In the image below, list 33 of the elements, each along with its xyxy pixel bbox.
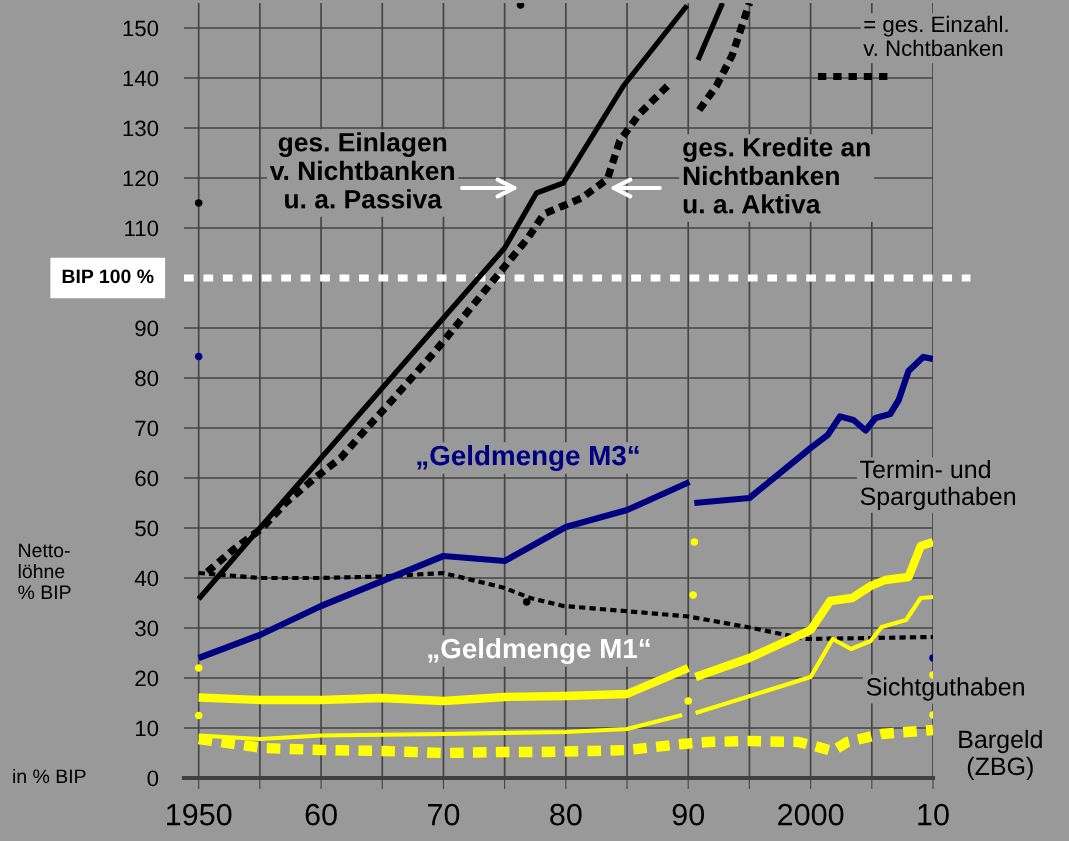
y-tick-label: 120 [123, 170, 159, 187]
y-tick-label: 0 [147, 770, 159, 787]
y-tick-label: 20 [135, 670, 159, 687]
y-tick-label: 90 [135, 320, 159, 337]
x-tick-label: 90 [672, 803, 705, 826]
y-tick-label: 130 [123, 120, 159, 137]
ref-line-label: BIP 100 % [62, 269, 154, 284]
annotation: ges. Kredite an Nichtbanken u. a. Aktiva [683, 137, 870, 214]
annotation: = ges. Einzahl. v. Nchtbanken [863, 15, 1008, 57]
x-tick-label: 1950 [167, 803, 232, 826]
annotation: ges. Einlagen v. Nichtbanken u. a. Passiva [269, 132, 454, 209]
annotation: „Geldmenge M1“ [428, 637, 650, 665]
y-tick-label: 30 [135, 620, 159, 637]
y-tick-label: 40 [134, 570, 159, 587]
text: Netto- löhne % BIP [18, 543, 71, 600]
x-tick-label: 70 [428, 803, 460, 826]
x-tick-label: 10 [918, 803, 949, 826]
y-tick-label: 10 [135, 720, 159, 737]
text: Bargeld (ZBG) [959, 729, 1042, 781]
annotation: Termin- und Sparguthaben [860, 459, 1016, 511]
y-tick-label: 60 [135, 470, 159, 487]
y-tick-label: 110 [125, 220, 159, 237]
y-tick-label: 70 [135, 420, 159, 437]
x-tick-label: 2000 [778, 803, 844, 826]
series-label: „Geldmenge M3“ [417, 444, 639, 472]
y-tick-label: 50 [135, 520, 159, 537]
y-tick-label: 80 [135, 370, 159, 387]
annotation: Sichtguthaben [866, 677, 1024, 701]
y-tick-label: 140 [123, 70, 159, 87]
x-tick-label: 80 [550, 803, 582, 826]
y-tick-label: 150 [123, 20, 159, 37]
x-tick-label: 60 [305, 803, 337, 826]
y-axis-title: in % BIP [13, 768, 86, 784]
